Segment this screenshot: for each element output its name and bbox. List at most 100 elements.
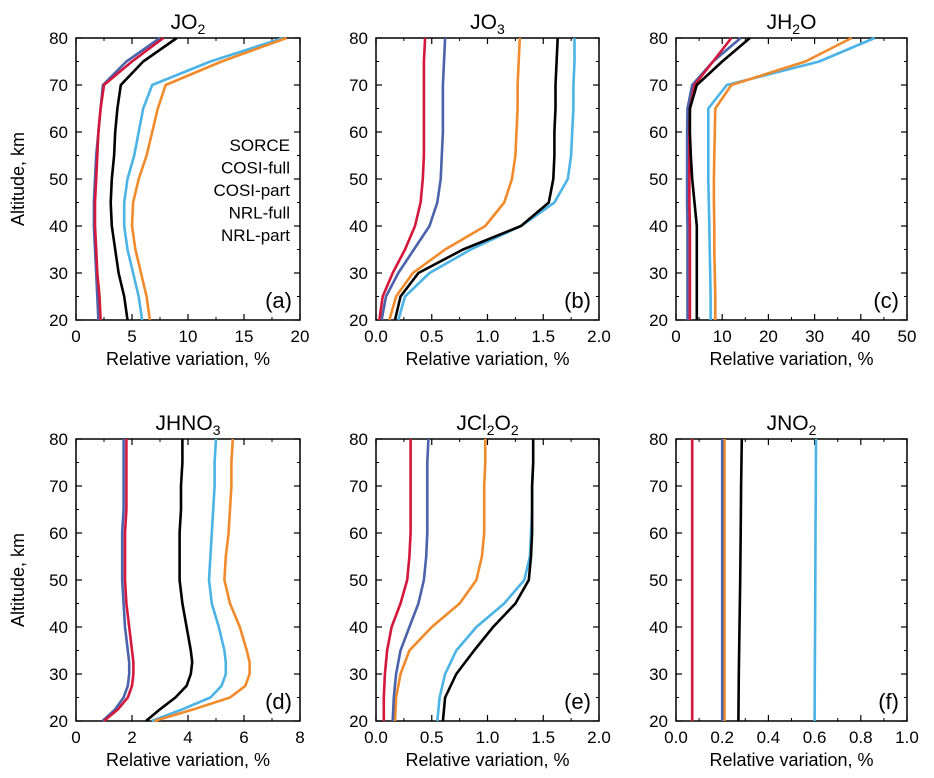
y-tick-label: 70 — [649, 477, 668, 496]
panel-letter: (e) — [564, 689, 591, 714]
panel-title-base: JO — [470, 11, 497, 34]
plot-frame — [675, 438, 908, 722]
x-tick-label: 0.6 — [803, 728, 827, 747]
y-tick-label: 30 — [349, 264, 368, 283]
series-line-nrl-full — [130, 36, 288, 321]
panel-letter: (d) — [265, 689, 292, 714]
x-tick-label: 15 — [235, 327, 254, 346]
y-tick-label: 60 — [49, 524, 68, 543]
panel-title-base: JO — [171, 11, 198, 34]
x-tick-label: 1.0 — [895, 728, 919, 747]
y-tick-label: 70 — [649, 76, 668, 95]
y-tick-label: 20 — [649, 712, 668, 731]
legend-entry-cosi-full: COSI-full — [221, 159, 290, 178]
y-axis-title: Altitude, km — [8, 533, 28, 627]
x-tick-label: 5 — [127, 327, 136, 346]
x-tick-label: 0.2 — [710, 728, 734, 747]
y-tick-label: 70 — [349, 477, 368, 496]
legend-entry-sorce: SORCE — [230, 136, 290, 155]
panel-title-subscript: 3 — [497, 21, 505, 37]
x-tick-label: 0 — [71, 327, 80, 346]
panel-title-base: JH — [767, 11, 793, 34]
x-tick-label: 10 — [713, 327, 732, 346]
y-tick-label: 20 — [649, 311, 668, 330]
y-tick-label: 60 — [649, 524, 668, 543]
y-tick-label: 60 — [649, 123, 668, 142]
x-tick-label: 0.0 — [364, 728, 388, 747]
panel-title: JO3 — [470, 11, 505, 37]
y-tick-label: 30 — [649, 264, 668, 283]
y-tick-label: 60 — [349, 524, 368, 543]
x-tick-label: 0 — [671, 327, 680, 346]
series-line-nrl-part — [382, 439, 412, 721]
series-line-nrl-part — [93, 36, 165, 321]
y-tick-label: 50 — [649, 170, 668, 189]
x-tick-label: 0.5 — [420, 728, 444, 747]
x-tick-label: 0.5 — [420, 327, 444, 346]
series-line-cosi-part — [391, 438, 430, 722]
y-tick-label: 20 — [349, 311, 368, 330]
y-tick-label: 20 — [49, 712, 68, 731]
x-tick-label: 0.0 — [664, 728, 688, 747]
y-tick-label: 50 — [349, 571, 368, 590]
chart-panel-b: 0.0 0.5 1.0 1.5 2.0 20 30 40 50 60 70 80 Relative va… — [349, 11, 611, 369]
series-line-cosi-full — [151, 438, 228, 723]
y-tick-label: 80 — [349, 430, 368, 449]
y-tick-label: 50 — [49, 571, 68, 590]
y-tick-label: 40 — [349, 618, 368, 637]
series-line-sorce — [145, 439, 194, 722]
y-tick-label: 50 — [49, 170, 68, 189]
y-tick-label: 60 — [349, 123, 368, 142]
x-tick-label: 0.8 — [849, 728, 873, 747]
x-axis-title: Relative variation, % — [405, 750, 569, 770]
y-axis-title: Altitude, km — [8, 132, 28, 226]
y-tick-label: 40 — [649, 618, 668, 637]
panel-letter: (a) — [265, 288, 292, 313]
series-line-nrl-full — [393, 439, 487, 722]
x-tick-label: 40 — [851, 327, 870, 346]
x-axis-title: Relative variation, % — [709, 750, 873, 770]
y-tick-label: 30 — [349, 665, 368, 684]
x-tick-label: 0.4 — [757, 728, 781, 747]
x-axis-title: Relative variation, % — [709, 349, 873, 369]
x-tick-label: 0 — [71, 728, 80, 747]
x-tick-label: 30 — [805, 327, 824, 346]
x-tick-label: 1.0 — [476, 728, 500, 747]
x-axis-title: Relative variation, % — [106, 750, 270, 770]
y-tick-label: 70 — [349, 76, 368, 95]
chart-panel-e: 0.0 0.5 1.0 1.5 2.0 20 30 40 50 60 70 80 Relative va… — [349, 412, 611, 770]
panel-title: JNO2 — [767, 412, 817, 438]
legend-entry-nrl-part: NRL-part — [221, 226, 290, 245]
panel-title-subscript: 2 — [792, 21, 800, 37]
series-line-cosi-part — [380, 37, 447, 321]
x-tick-label: 6 — [239, 728, 248, 747]
panel-letter: (c) — [873, 288, 899, 313]
y-tick-label: 40 — [49, 618, 68, 637]
y-tick-label: 80 — [49, 430, 68, 449]
x-axis-title: Relative variation, % — [106, 349, 270, 369]
x-tick-label: 20 — [291, 327, 310, 346]
panel-letter: (b) — [564, 288, 591, 313]
y-tick-label: 60 — [49, 123, 68, 142]
series-line-nrl-part — [688, 37, 733, 320]
y-tick-label: 20 — [49, 311, 68, 330]
series-line-sorce — [737, 438, 744, 722]
y-tick-label: 40 — [49, 217, 68, 236]
x-tick-label: 2 — [127, 728, 136, 747]
x-tick-label: 8 — [295, 728, 304, 747]
panel-title-after: O — [800, 11, 816, 34]
y-tick-label: 80 — [649, 29, 668, 48]
panel-title-subscript: 3 — [213, 422, 221, 438]
y-tick-label: 70 — [49, 477, 68, 496]
chart-panel-a: 0 5 10 15 20 20 30 40 50 60 70 80 Relative variation… — [8, 11, 309, 369]
panel-title-subscript: 2 — [198, 21, 206, 37]
series-line-cosi-full — [813, 438, 818, 722]
x-tick-label: 2.0 — [587, 327, 611, 346]
y-tick-label: 30 — [49, 665, 68, 684]
x-tick-label: 2.0 — [587, 728, 611, 747]
legend-entry-nrl-full: NRL-full — [229, 204, 290, 223]
series-line-nrl-full — [154, 438, 251, 723]
panel-title-base: JNO — [767, 412, 809, 435]
x-tick-label: 1.5 — [531, 728, 555, 747]
panel-title-base: JCl — [456, 412, 486, 435]
